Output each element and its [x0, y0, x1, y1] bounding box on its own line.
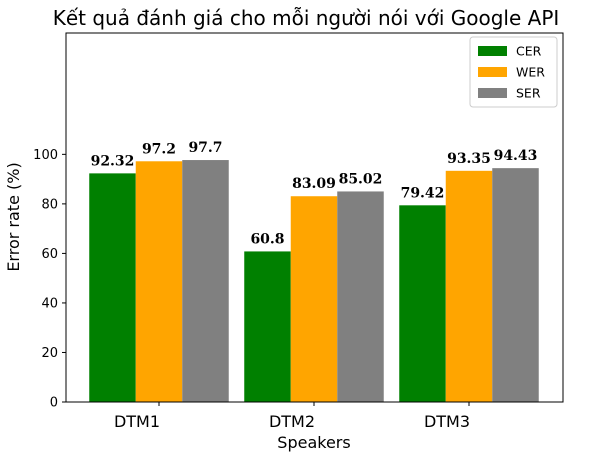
- y-tick-label: 20: [41, 346, 58, 361]
- data-label-ser-dtm1: 97.7: [188, 140, 222, 156]
- bar-ser-dtm3: [492, 168, 539, 402]
- bar-wer-dtm2: [290, 196, 338, 402]
- y-tick-label: 40: [41, 296, 58, 311]
- data-label-wer-dtm2: 83.09: [292, 176, 336, 192]
- data-label-wer-dtm1: 97.2: [142, 141, 176, 157]
- x-tick-label-dtm3: DTM3: [424, 412, 470, 431]
- data-label-wer-dtm3: 93.35: [447, 151, 491, 167]
- legend: CER WER SER: [469, 36, 558, 108]
- y-tick-label: 60: [41, 247, 58, 262]
- data-label-cer-dtm2: 60.8: [250, 231, 284, 247]
- legend-swatch-cer: [478, 46, 507, 56]
- x-axis-label: Speakers: [277, 433, 350, 452]
- data-label-cer-dtm3: 79.42: [401, 185, 445, 201]
- plot-area: 92.32 60.8 79.42 97.2 83.09 93.35 97.7 85.02 94.…: [33, 32, 564, 431]
- bar-cer-dtm3: [399, 205, 446, 402]
- y-tick-label: 80: [41, 197, 58, 212]
- legend-swatch-ser: [478, 88, 507, 98]
- legend-label-ser: SER: [516, 86, 541, 101]
- y-axis-label: Error rate (%): [4, 162, 23, 271]
- x-tick-label-dtm2: DTM2: [269, 412, 315, 431]
- bar-ser-dtm2: [337, 191, 384, 402]
- y-tick-label: 0: [50, 396, 58, 411]
- bar-ser-dtm1: [182, 160, 229, 402]
- data-label-ser-dtm3: 94.43: [494, 148, 538, 164]
- bar-wer-dtm3: [445, 170, 493, 402]
- chart-title: Kết quả đánh giá cho mỗi người nói với G…: [53, 6, 560, 30]
- legend-swatch-wer: [478, 67, 507, 77]
- data-label-cer-dtm1: 92.32: [91, 153, 135, 169]
- legend-label-wer: WER: [516, 65, 545, 80]
- bar-cer-dtm2: [244, 251, 291, 402]
- y-tick-label: 100: [33, 148, 58, 163]
- bar-cer-dtm1: [89, 173, 136, 402]
- x-tick-label-dtm1: DTM1: [114, 412, 160, 431]
- legend-label-cer: CER: [516, 44, 542, 59]
- data-label-ser-dtm2: 85.02: [339, 171, 383, 187]
- bar-wer-dtm1: [135, 161, 183, 402]
